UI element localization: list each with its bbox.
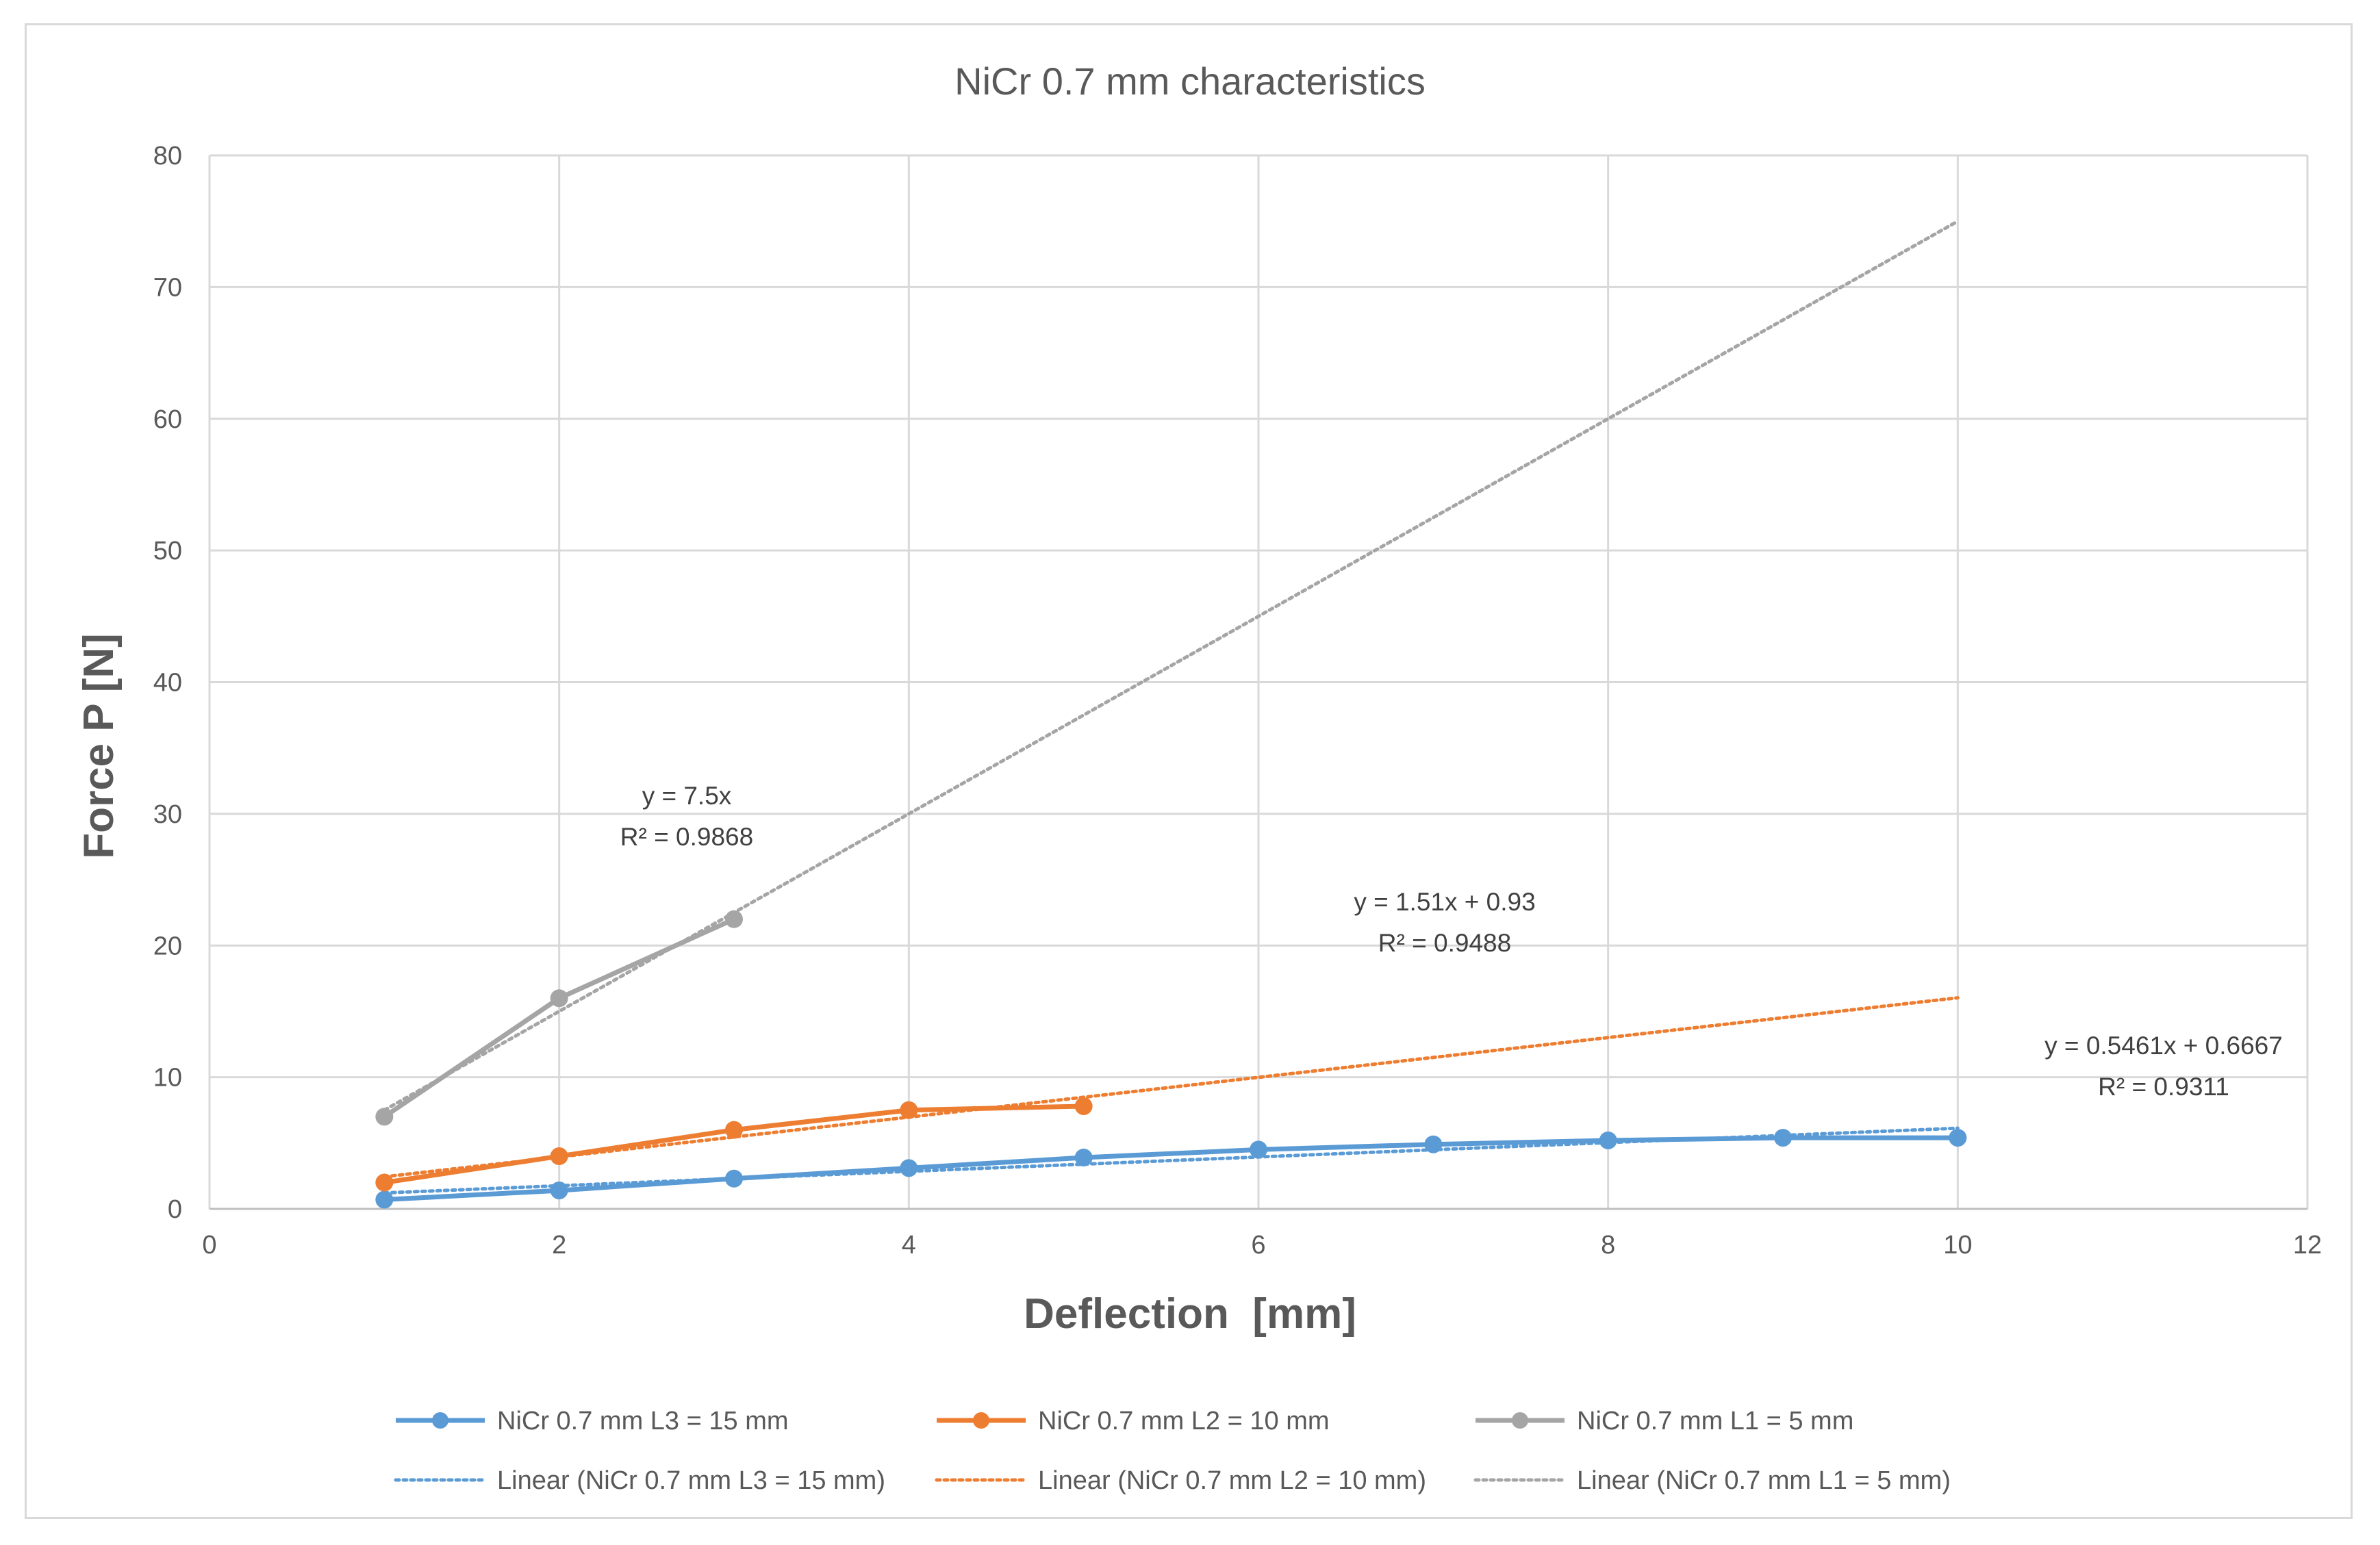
- data-point-series-1: [725, 1169, 743, 1188]
- trendlines: [382, 219, 1960, 1195]
- trendline-r2-3: R² = 0.9868: [620, 823, 753, 851]
- data-point-series-3: [375, 1108, 394, 1126]
- data-point-series-2: [725, 1121, 743, 1139]
- chart-title: NiCr 0.7 mm characteristics: [954, 60, 1426, 103]
- gridlines: [208, 154, 2309, 1210]
- data-point-series-1: [1424, 1135, 1443, 1153]
- series-line-1: [384, 1135, 1958, 1203]
- x-tick-label: 0: [202, 1231, 216, 1260]
- legend-label-series-1: NiCr 0.7 mm L3 = 15 mm: [497, 1407, 789, 1435]
- x-tick-label: 4: [902, 1231, 916, 1260]
- legend-marker-series-2: [973, 1412, 989, 1429]
- trendline-series-2: [382, 996, 1960, 1179]
- data-point-series-3: [725, 910, 743, 928]
- data-point-series-1: [1599, 1131, 1617, 1149]
- data-point-series-1: [1250, 1140, 1267, 1159]
- x-tick-label: 6: [1251, 1231, 1265, 1260]
- chart-frame: [25, 23, 2353, 1519]
- legend-label-trend-2: Linear (NiCr 0.7 mm L2 = 10 mm): [1038, 1466, 1426, 1495]
- legend-label-series-3: NiCr 0.7 mm L1 = 5 mm: [1577, 1407, 1853, 1435]
- y-tick-label: 10: [153, 1064, 182, 1093]
- trendline-annotations: y = 0.5461x + 0.6667 R² = 0.9311 y = 1.51x…: [620, 782, 2283, 1101]
- y-tick-label: 80: [153, 142, 182, 170]
- trendline-equation-2: y = 1.51x + 0.93: [1354, 888, 1535, 916]
- data-point-series-2: [1074, 1097, 1093, 1115]
- y-tick-label: 20: [153, 932, 182, 960]
- axes: 0 10 20 30 40 50 60 70 80 0 2 4 6 8 10 12: [153, 142, 2322, 1260]
- data-point-series-1: [1774, 1129, 1792, 1147]
- trendline-r2-1: R² = 0.9311: [2098, 1073, 2229, 1101]
- y-tick-label: 50: [153, 537, 182, 565]
- trendline-equation-3: y = 7.5x: [642, 782, 732, 810]
- data-point-series-2: [900, 1101, 918, 1119]
- legend-label-trend-1: Linear (NiCr 0.7 mm L3 = 15 mm): [497, 1466, 885, 1495]
- x-tick-label: 8: [1601, 1231, 1615, 1260]
- data-point-series-1: [375, 1190, 394, 1209]
- x-tick-label: 12: [2293, 1231, 2322, 1260]
- legend-marker-series-1: [432, 1412, 448, 1429]
- data-point-series-1: [1074, 1148, 1093, 1166]
- trendline-series-3: [382, 219, 1960, 1112]
- y-tick-label: 30: [153, 800, 182, 829]
- legend-label-trend-3: Linear (NiCr 0.7 mm L1 = 5 mm): [1577, 1466, 1951, 1495]
- y-tick-label: 70: [153, 273, 182, 302]
- data-point-series-2: [375, 1173, 394, 1192]
- y-axis-label: Force P [N]: [75, 633, 123, 859]
- legend-label-series-2: NiCr 0.7 mm L2 = 10 mm: [1038, 1407, 1330, 1435]
- y-tick-label: 60: [153, 405, 182, 434]
- x-tick-label: 2: [552, 1231, 566, 1260]
- legend: NiCr 0.7 mm L3 = 15 mm Linear (NiCr 0.7 m…: [394, 1407, 1951, 1495]
- data-point-series-2: [550, 1147, 568, 1166]
- data-point-series-3: [550, 989, 568, 1008]
- trendline-r2-2: R² = 0.9488: [1378, 929, 1511, 957]
- trendline-equation-1: y = 0.5461x + 0.6667: [2044, 1032, 2283, 1060]
- data-point-series-1: [1949, 1129, 1967, 1147]
- x-axis-label: Deflection [mm]: [1024, 1290, 1356, 1338]
- data-point-series-1: [550, 1182, 568, 1200]
- y-tick-label: 40: [153, 669, 182, 698]
- legend-marker-series-3: [1512, 1412, 1528, 1429]
- x-tick-label: 10: [1943, 1231, 1972, 1260]
- data-series: [375, 910, 1967, 1209]
- data-point-series-1: [900, 1159, 918, 1177]
- y-tick-label: 0: [168, 1195, 182, 1224]
